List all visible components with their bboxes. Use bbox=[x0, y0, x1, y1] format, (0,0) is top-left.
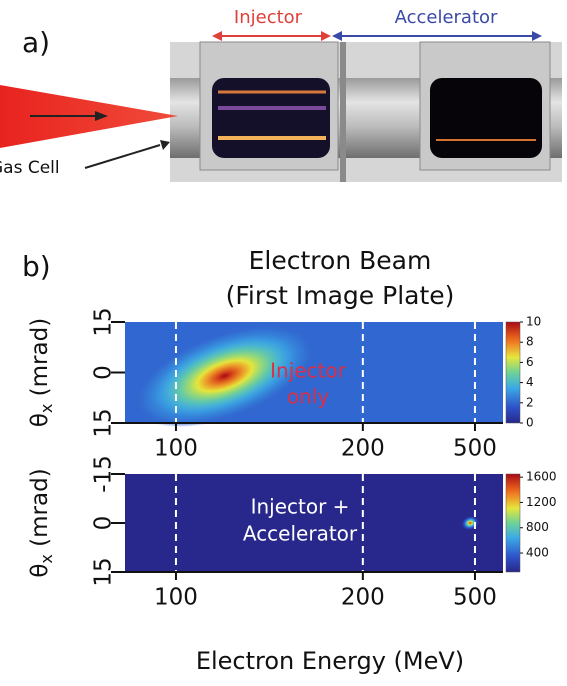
gas-cell-label: Gas Cell bbox=[0, 158, 60, 178]
y-label-symbol: θ bbox=[27, 413, 53, 427]
accelerator-label: Accelerator bbox=[395, 7, 498, 28]
heatmap-panel bbox=[125, 322, 503, 427]
x-axis-label: Electron Energy (MeV) bbox=[196, 647, 464, 675]
y-tick-label: 15 bbox=[91, 307, 117, 336]
y-tick-label: 15 bbox=[91, 408, 117, 437]
injector-window bbox=[212, 78, 330, 158]
colorbar-tick-label: 4 bbox=[526, 375, 534, 389]
x-tick-label: 500 bbox=[453, 436, 497, 462]
colorbar-tick-label: 8 bbox=[526, 335, 534, 349]
y-label-symbol: θ bbox=[27, 564, 53, 578]
y-tick-label: 15 bbox=[91, 557, 117, 586]
chart-subtitle: (First Image Plate) bbox=[226, 281, 455, 310]
y-tick-label: 0 bbox=[91, 365, 117, 380]
y-tick-label: 0 bbox=[91, 516, 117, 531]
y-label-subscript: x bbox=[37, 404, 56, 413]
arrowhead bbox=[332, 31, 342, 41]
annotation: Injector bbox=[270, 359, 347, 383]
colorbar-tick-label: 1600 bbox=[526, 470, 557, 484]
annotation: only bbox=[287, 385, 329, 409]
y-label-unit: (mrad) bbox=[27, 468, 53, 554]
y-axis-label: θx (mrad) bbox=[27, 318, 56, 427]
injector-label: Injector bbox=[234, 7, 303, 28]
y-label-subscript: x bbox=[37, 554, 56, 563]
x-tick-label: 100 bbox=[154, 585, 198, 611]
colorbar-tick-label: 10 bbox=[526, 315, 541, 329]
y-tick-label: -15 bbox=[91, 455, 117, 493]
colorbar-tick-label: 400 bbox=[526, 546, 549, 560]
colorbar-tick-label: 2 bbox=[526, 395, 534, 409]
panel-label: a) bbox=[22, 26, 50, 59]
arrowhead bbox=[212, 31, 222, 41]
x-tick-label: 100 bbox=[154, 436, 198, 462]
y-axis-label: θx (mrad) bbox=[27, 468, 56, 577]
heatmap-background bbox=[125, 474, 503, 572]
panel-a: a) Gas Cell Injector Accelerator bbox=[0, 7, 562, 182]
heatmap-panel bbox=[125, 474, 503, 572]
colorbar bbox=[505, 321, 521, 424]
panel-label: b) bbox=[22, 250, 51, 283]
arrowhead bbox=[95, 111, 108, 121]
arrowhead bbox=[532, 31, 542, 41]
divider bbox=[340, 42, 346, 182]
colorbar-tick-label: 1200 bbox=[526, 495, 557, 509]
gas-cell-pointer bbox=[84, 144, 161, 169]
accelerator-window bbox=[430, 78, 542, 158]
y-label-unit: (mrad) bbox=[27, 318, 53, 404]
colorbar bbox=[505, 473, 521, 573]
arrowhead bbox=[160, 140, 170, 150]
chart-title: Electron Beam bbox=[249, 246, 432, 275]
colorbar-tick-label: 6 bbox=[526, 355, 534, 369]
annotation: Injector + bbox=[251, 495, 350, 519]
colorbar-tick-label: 800 bbox=[526, 520, 549, 534]
x-tick-label: 200 bbox=[341, 436, 385, 462]
x-tick-label: 200 bbox=[341, 585, 385, 611]
arrowhead bbox=[321, 31, 331, 41]
colorbar-tick-label: 0 bbox=[526, 416, 534, 430]
x-tick-label: 500 bbox=[453, 585, 497, 611]
heatmap-peak bbox=[134, 324, 316, 427]
annotation: Accelerator bbox=[243, 522, 358, 546]
